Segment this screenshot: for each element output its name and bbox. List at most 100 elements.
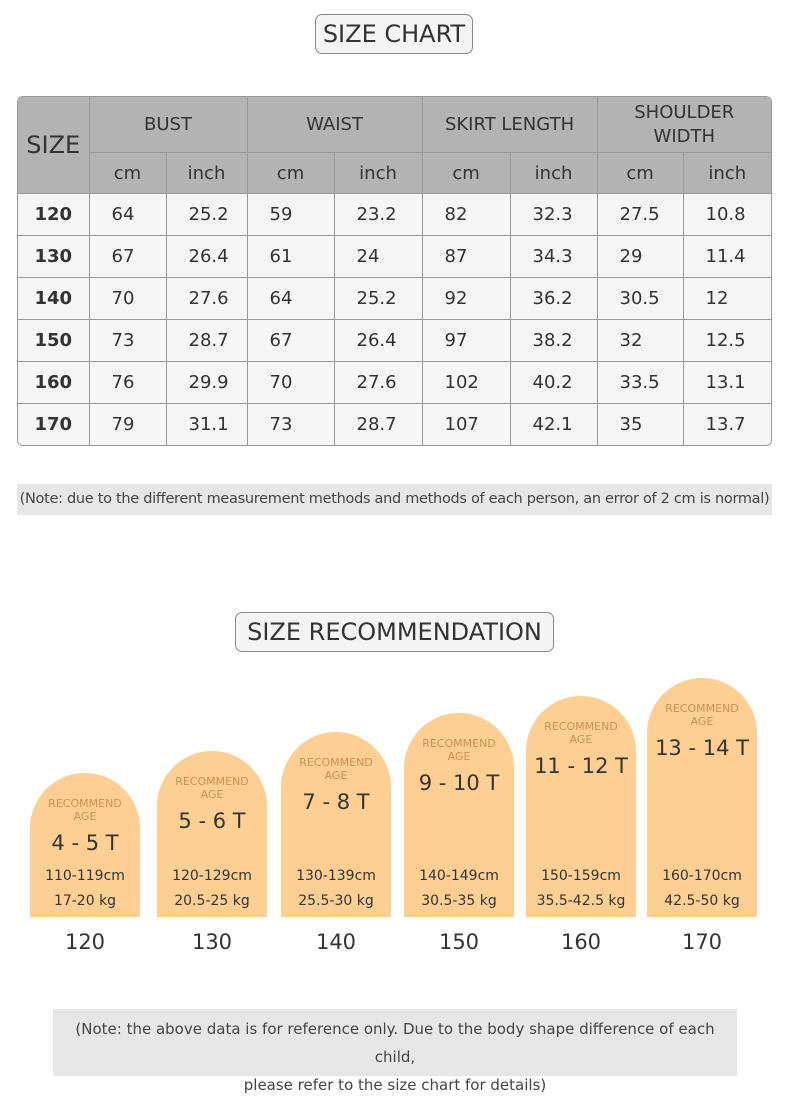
card-weight: 20.5-25 kg bbox=[174, 893, 250, 909]
value-cell: 70 bbox=[88, 277, 167, 320]
card-weight: 42.5-50 kg bbox=[664, 893, 740, 909]
value-cell: 70 bbox=[246, 361, 335, 404]
value-cell: 67 bbox=[88, 235, 167, 278]
card-size: 140 bbox=[315, 930, 357, 954]
table-row: 170 79 31.1 73 28.7 107 42.1 35 13.7 bbox=[18, 403, 771, 445]
size-card: RECOMMEND AGE 7 - 8 T 130-139cm 25.5-30 kg bbox=[281, 732, 391, 917]
group-name: WAIST bbox=[306, 113, 363, 135]
unit-header: cm bbox=[88, 152, 167, 194]
card-size: 120 bbox=[64, 930, 106, 954]
size-cell: 140 bbox=[18, 277, 90, 320]
size-card: RECOMMEND AGE 13 - 14 T 160-170cm 42.5-50 k… bbox=[647, 678, 757, 917]
value-cell: 10.8 bbox=[682, 193, 771, 236]
value-cell: 36.2 bbox=[509, 277, 598, 320]
unit-header: inch bbox=[333, 152, 423, 194]
table-row: 120 64 25.2 59 23.2 82 32.3 27.5 10.8 bbox=[18, 193, 771, 236]
value-cell: 76 bbox=[88, 361, 167, 404]
value-cell: 40.2 bbox=[509, 361, 598, 404]
table-row: 160 76 29.9 70 27.6 102 40.2 33.5 13.1 bbox=[18, 361, 771, 404]
table-row: 130 67 26.4 61 24 87 34.3 29 11.4 bbox=[18, 235, 771, 278]
card-age: 5 - 6 T bbox=[178, 809, 246, 833]
card-height: 130-139cm bbox=[296, 868, 376, 884]
value-cell: 27.6 bbox=[165, 277, 248, 320]
value-cell: 11.4 bbox=[682, 235, 771, 278]
value-cell: 67 bbox=[246, 319, 335, 362]
note-line: (Note: the above data is for reference o… bbox=[75, 1020, 715, 1066]
table-row: 140 70 27.6 64 25.2 92 36.2 30.5 12 bbox=[18, 277, 771, 320]
header-row: SIZE BUST WAIST SKIRT LENGTH SHOULDER WIDTH bbox=[18, 97, 771, 194]
group-header: WAIST bbox=[246, 97, 423, 153]
card-label: RECOMMEND AGE bbox=[665, 702, 739, 728]
size-card: RECOMMEND AGE 4 - 5 T 110-119cm 17-20 kg bbox=[30, 773, 140, 917]
table: SIZE BUST WAIST SKIRT LENGTH SHOULDER WIDTH c… bbox=[18, 97, 771, 445]
card-weight: 30.5-35 kg bbox=[421, 893, 497, 909]
size-cell: 170 bbox=[18, 403, 90, 445]
card-size: 160 bbox=[560, 930, 602, 954]
group-header: BUST bbox=[88, 97, 248, 153]
value-cell: 64 bbox=[88, 193, 167, 236]
card-size: 170 bbox=[681, 930, 723, 954]
value-cell: 38.2 bbox=[509, 319, 598, 362]
section-title: SIZE RECOMMENDATION bbox=[235, 612, 554, 652]
value-cell: 29 bbox=[596, 235, 684, 278]
header-row: cm inch cm inch cm inch cm inch bbox=[18, 152, 771, 194]
card-weight: 17-20 kg bbox=[53, 893, 117, 909]
value-cell: 42.1 bbox=[509, 403, 598, 445]
group-name: SHOULDER WIDTH bbox=[634, 101, 735, 147]
value-cell: 32 bbox=[596, 319, 684, 362]
value-cell: 24 bbox=[333, 235, 423, 278]
size-cell: 120 bbox=[18, 193, 90, 236]
size-cell: 160 bbox=[18, 361, 90, 404]
group-header: SHOULDER WIDTH bbox=[596, 97, 771, 153]
value-cell: 27.5 bbox=[596, 193, 684, 236]
value-cell: 26.4 bbox=[333, 319, 423, 362]
value-cell: 61 bbox=[246, 235, 335, 278]
size-table: SIZE BUST WAIST SKIRT LENGTH SHOULDER WIDTH c… bbox=[17, 96, 772, 446]
size-card: RECOMMEND AGE 11 - 12 T 150-159cm 35.5-42.5… bbox=[526, 696, 636, 917]
value-cell: 28.7 bbox=[333, 403, 423, 445]
size-cell: 130 bbox=[18, 235, 90, 278]
card-age: 11 - 12 T bbox=[534, 754, 628, 778]
size-header: SIZE bbox=[18, 97, 90, 194]
value-cell: 82 bbox=[421, 193, 511, 236]
value-cell: 73 bbox=[88, 319, 167, 362]
card-weight: 25.5-30 kg bbox=[298, 893, 374, 909]
value-cell: 102 bbox=[421, 361, 511, 404]
size-card: RECOMMEND AGE 5 - 6 T 120-129cm 20.5-25 kg bbox=[157, 751, 267, 917]
value-cell: 31.1 bbox=[165, 403, 248, 445]
group-header: SKIRT LENGTH bbox=[421, 97, 598, 153]
card-label: RECOMMEND AGE bbox=[299, 756, 373, 782]
unit-header: cm bbox=[246, 152, 335, 194]
card-height: 120-129cm bbox=[172, 868, 252, 884]
card-age: 9 - 10 T bbox=[418, 771, 500, 795]
value-cell: 23.2 bbox=[333, 193, 423, 236]
group-name: BUST bbox=[144, 113, 192, 135]
value-cell: 59 bbox=[246, 193, 335, 236]
card-height: 160-170cm bbox=[662, 868, 742, 884]
card-size: 150 bbox=[438, 930, 480, 954]
group-name: SKIRT LENGTH bbox=[444, 113, 575, 135]
size-card: RECOMMEND AGE 9 - 10 T 140-149cm 30.5-35 kg bbox=[404, 713, 514, 917]
value-cell: 30.5 bbox=[596, 277, 684, 320]
value-cell: 28.7 bbox=[165, 319, 248, 362]
size-cell: 150 bbox=[18, 319, 90, 362]
value-cell: 92 bbox=[421, 277, 511, 320]
value-cell: 29.9 bbox=[165, 361, 248, 404]
value-cell: 13.1 bbox=[682, 361, 771, 404]
value-cell: 107 bbox=[421, 403, 511, 445]
card-label: RECOMMEND AGE bbox=[544, 720, 618, 746]
note: (Note: due to the different measurement … bbox=[17, 484, 772, 515]
card-label: RECOMMEND AGE bbox=[48, 797, 122, 823]
unit-header: cm bbox=[421, 152, 511, 194]
value-cell: 87 bbox=[421, 235, 511, 278]
value-cell: 34.3 bbox=[509, 235, 598, 278]
value-cell: 35 bbox=[596, 403, 684, 445]
card-age: 13 - 14 T bbox=[655, 736, 749, 760]
card-height: 140-149cm bbox=[419, 868, 499, 884]
value-cell: 26.4 bbox=[165, 235, 248, 278]
value-cell: 27.6 bbox=[333, 361, 423, 404]
card-label: RECOMMEND AGE bbox=[422, 737, 496, 763]
note: (Note: the above data is for reference o… bbox=[53, 1009, 737, 1094]
card-age: 4 - 5 T bbox=[51, 831, 119, 855]
